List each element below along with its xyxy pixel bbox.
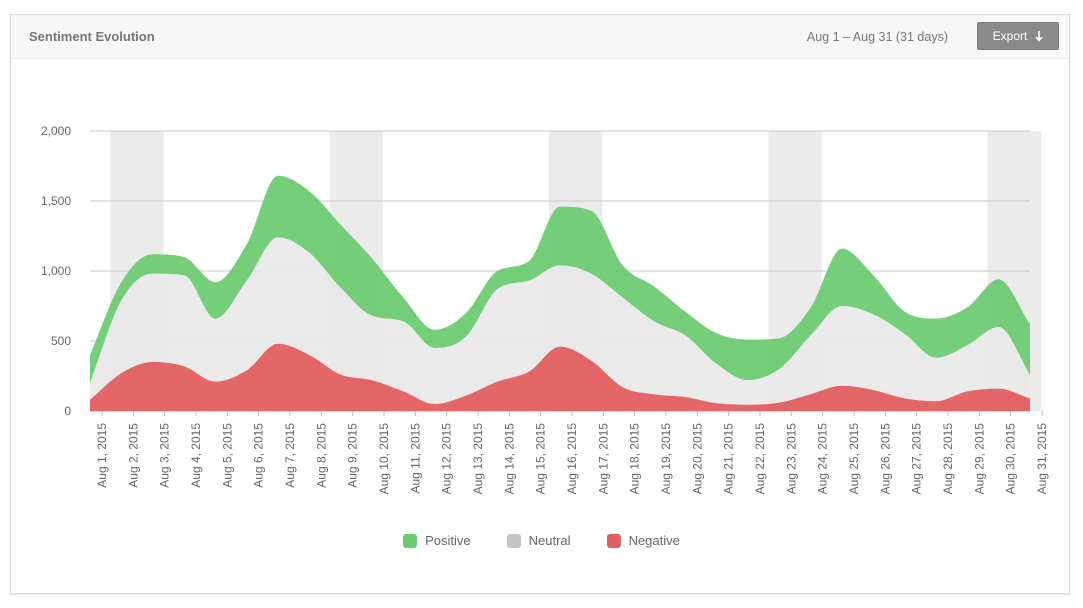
legend-label-negative: Negative: [628, 533, 680, 548]
x-tick-label-2: Aug 2, 2015: [126, 423, 140, 488]
export-button-label: Export: [992, 29, 1028, 43]
legend-label-positive: Positive: [425, 533, 471, 548]
x-tick-label-22: Aug 22, 2015: [753, 423, 767, 495]
date-range-label: Aug 1 – Aug 31 (31 days): [806, 30, 948, 44]
x-tick-label-4: Aug 4, 2015: [189, 423, 203, 488]
x-tick-label-5: Aug 5, 2015: [220, 423, 234, 488]
download-arrow-icon: [1035, 30, 1043, 42]
legend-label-neutral: Neutral: [528, 533, 571, 548]
chart-legend: Positive Neutral Negative: [0, 533, 1083, 548]
x-tick-label-1: Aug 1, 2015: [95, 423, 109, 488]
x-tick-label-24: Aug 24, 2015: [816, 423, 830, 495]
y-tick-label-1500: 1,500: [41, 194, 71, 208]
x-tick-label-3: Aug 3, 2015: [158, 423, 172, 488]
x-tick-label-19: Aug 19, 2015: [659, 423, 673, 495]
y-tick-label-500: 500: [51, 334, 71, 348]
x-tick-label-29: Aug 29, 2015: [972, 423, 986, 495]
y-tick-label-0: 0: [64, 404, 71, 418]
legend-swatch-positive: [403, 533, 418, 548]
negative-area: [90, 343, 1030, 411]
neutral-area: [90, 237, 1030, 405]
x-tick-label-18: Aug 18, 2015: [628, 423, 642, 495]
x-tick-label-21: Aug 21, 2015: [722, 423, 736, 495]
x-tick-label-31: Aug 31, 2015: [1035, 423, 1049, 495]
x-tick-label-7: Aug 7, 2015: [283, 423, 297, 488]
x-tick-label-28: Aug 28, 2015: [941, 423, 955, 495]
legend-item-neutral[interactable]: Neutral: [506, 533, 571, 548]
x-tick-label-25: Aug 25, 2015: [847, 423, 861, 495]
x-tick-label-9: Aug 9, 2015: [346, 423, 360, 488]
card-title: Sentiment Evolution: [29, 29, 155, 44]
x-tick-label-16: Aug 16, 2015: [565, 423, 579, 495]
legend-item-negative[interactable]: Negative: [606, 533, 680, 548]
positive-area: [90, 175, 1030, 383]
legend-swatch-neutral: [506, 533, 521, 548]
x-tick-label-20: Aug 20, 2015: [690, 423, 704, 495]
x-tick-label-15: Aug 15, 2015: [534, 423, 548, 495]
card-header: Sentiment Evolution Aug 1 – Aug 31 (31 d…: [11, 15, 1069, 59]
x-tick-label-17: Aug 17, 2015: [596, 423, 610, 495]
x-tick-label-10: Aug 10, 2015: [377, 423, 391, 495]
x-tick-label-27: Aug 27, 2015: [910, 423, 924, 495]
y-tick-label-1000: 1,000: [41, 264, 71, 278]
legend-item-positive[interactable]: Positive: [403, 533, 471, 548]
x-tick-label-11: Aug 11, 2015: [408, 423, 422, 494]
x-tick-label-26: Aug 26, 2015: [878, 423, 892, 495]
y-tick-label-2000: 2,000: [41, 124, 71, 138]
x-tick-label-8: Aug 8, 2015: [314, 423, 328, 488]
x-tick-label-30: Aug 30, 2015: [1004, 423, 1018, 495]
x-tick-label-12: Aug 12, 2015: [440, 423, 454, 495]
x-tick-label-13: Aug 13, 2015: [471, 423, 485, 495]
x-tick-label-14: Aug 14, 2015: [502, 423, 516, 495]
x-tick-label-6: Aug 6, 2015: [252, 423, 266, 488]
x-tick-label-23: Aug 23, 2015: [784, 423, 798, 495]
legend-swatch-negative: [606, 533, 621, 548]
export-button[interactable]: Export: [977, 22, 1059, 50]
